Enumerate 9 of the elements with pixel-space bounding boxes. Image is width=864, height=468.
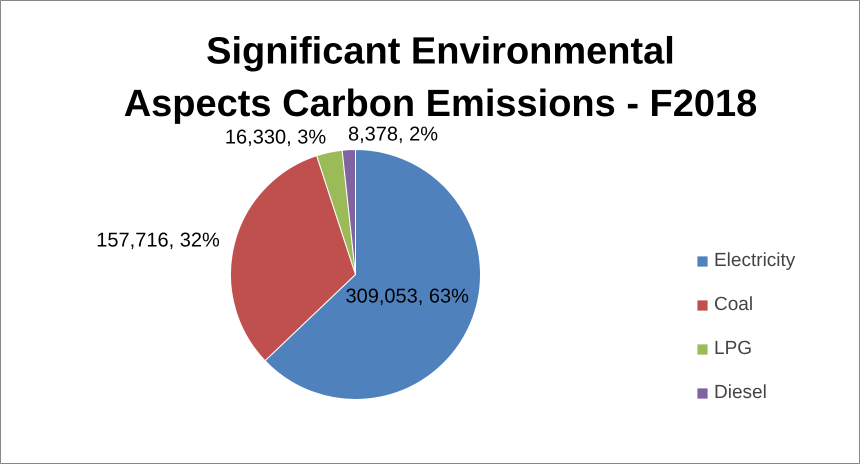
- legend-label: LPG: [714, 338, 752, 360]
- legend-label: Diesel: [714, 382, 767, 404]
- chart-title: Significant Environmental Aspects Carbon Emissions - F2018: [124, 30, 758, 125]
- data-label: 16,330, 3%: [224, 126, 326, 149]
- data-label: 157,716, 32%: [96, 229, 220, 252]
- legend-label: Coal: [714, 294, 754, 316]
- data-label: 309,053, 63%: [345, 286, 470, 308]
- data-label: 8,378, 2%: [348, 124, 438, 146]
- legend-label: Electricity: [714, 250, 796, 272]
